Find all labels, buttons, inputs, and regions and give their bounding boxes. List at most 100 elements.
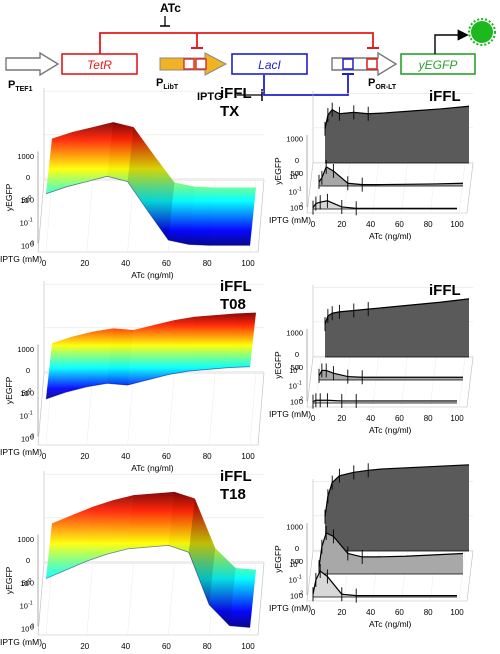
z-axis-label: yEGFP — [273, 157, 283, 185]
x-gridline — [372, 162, 379, 214]
x-gridline — [429, 162, 437, 214]
x-gridline — [401, 162, 408, 214]
surface-front-edge — [45, 366, 251, 400]
x-tick-label: 20 — [337, 608, 346, 617]
x-axis-label: ATc (ng/ml) — [369, 231, 412, 241]
libt-tetr-operator-1 — [183, 58, 195, 70]
orlt-laci-operator — [342, 58, 354, 70]
laci-gene-label: LacI — [258, 58, 281, 72]
x-gridline — [86, 562, 94, 636]
x-tick-label: 100 — [241, 642, 255, 651]
x-tick-label: 40 — [366, 220, 375, 229]
z-tick-label: 1000 — [286, 135, 303, 144]
panel-title-line1: iFFL — [220, 85, 252, 102]
x-tick-label: 0 — [311, 220, 316, 229]
tetr-gene-box — [61, 53, 138, 75]
response-surface — [46, 491, 256, 628]
x-gridline — [249, 372, 257, 446]
slice-line — [312, 399, 457, 403]
y-tick-label: 10-2 — [290, 397, 303, 407]
surface-shading-strip — [66, 506, 93, 570]
slice-line — [312, 200, 457, 209]
x-gridline — [458, 356, 466, 408]
panel-title-line2: T08 — [220, 296, 246, 313]
x-tick-label: 100 — [450, 608, 464, 617]
slice-line — [324, 298, 470, 325]
z-tick-label: 500 — [21, 579, 34, 588]
z-tick-label: 0 — [299, 397, 303, 406]
slice-area — [319, 532, 463, 574]
surface-front-edge — [45, 175, 250, 246]
z-tick-label: 0 — [299, 591, 303, 600]
axis-floor — [306, 356, 474, 408]
response-surface — [46, 122, 256, 246]
z-tick-label: 1000 — [17, 152, 34, 161]
x-gridline — [127, 562, 134, 636]
y-tick-label: 10-2 — [290, 203, 303, 213]
y-axis-label: IPTG (mM) — [0, 254, 42, 264]
y-tick-label: 100 — [289, 365, 300, 375]
axis-floor — [37, 372, 265, 446]
z-axis-label: yEGFP — [4, 566, 14, 594]
x-tick-label: 20 — [80, 452, 89, 461]
x-tick-label: 80 — [203, 259, 212, 268]
z-axis-label: yEGFP — [4, 376, 14, 404]
panel-title-line1: iFFL — [429, 88, 461, 105]
surface-shading-strip — [168, 491, 195, 553]
y-tick-label: 10-1 — [289, 187, 302, 197]
surface-shading-strip — [46, 132, 73, 194]
x-gridline — [429, 356, 437, 408]
y-tick-label: 10-2 — [21, 240, 34, 250]
slice-area — [325, 106, 469, 163]
z-tick-label: 500 — [21, 389, 34, 398]
panel-title-line2: TX — [220, 103, 239, 120]
x-tick-label: 0 — [311, 608, 316, 617]
x-tick-label: 100 — [450, 220, 464, 229]
y-axis-label: IPTG (mM) — [0, 637, 42, 647]
yegfp-gene-box — [400, 53, 476, 75]
x-tick-label: 20 — [337, 220, 346, 229]
z-tick-label: 0 — [30, 432, 34, 441]
y-tick-label: 10-2 — [21, 623, 34, 633]
z-axis-label: yEGFP — [4, 183, 14, 211]
panel-title-line1: iFFL — [429, 282, 461, 299]
y-tick-label: 0 — [295, 350, 299, 359]
laci-repression-line — [263, 75, 349, 96]
slice-area — [313, 571, 457, 597]
x-tick-label: 0 — [311, 414, 316, 423]
surface-shading-strip — [46, 515, 73, 579]
x-gridline — [343, 356, 351, 408]
orlt-promoter-label: POR-LT — [368, 77, 397, 91]
y-axis-label: IPTG (mM) — [269, 603, 311, 613]
gfp-protein-icon — [468, 18, 496, 46]
x-tick-label: 80 — [424, 608, 433, 617]
y-tick-label: 10-1 — [20, 601, 33, 611]
y-tick-label: 10-1 — [20, 411, 33, 421]
tef1-promoter-label: PTEF1 — [8, 79, 33, 93]
x-tick-label: 20 — [80, 259, 89, 268]
panel-title-line2: T18 — [220, 486, 246, 503]
z-axis-label: yEGFP — [273, 351, 283, 379]
slice-area — [325, 464, 469, 551]
x-tick-label: 20 — [337, 414, 346, 423]
y-tick-label: 0 — [26, 173, 30, 182]
y-tick-label: 10-1 — [20, 218, 33, 228]
z-axis-label: yEGFP — [273, 545, 283, 573]
x-gridline — [343, 162, 351, 214]
z-tick-label: 1000 — [286, 329, 303, 338]
y-tick-label: 0 — [26, 556, 30, 565]
x-axis-label: ATc (ng/ml) — [369, 425, 412, 435]
x-gridline — [208, 372, 216, 446]
z-tick-label: 0 — [299, 203, 303, 212]
y-tick-label: 100 — [20, 195, 31, 205]
x-tick-label: 60 — [395, 220, 404, 229]
z-tick-label: 500 — [21, 196, 34, 205]
surface-shading-strip — [86, 500, 114, 562]
yegfp-gene-label: yEGFP — [418, 58, 458, 72]
x-tick-label: 80 — [203, 642, 212, 651]
z-tick-label: 1000 — [17, 535, 34, 544]
